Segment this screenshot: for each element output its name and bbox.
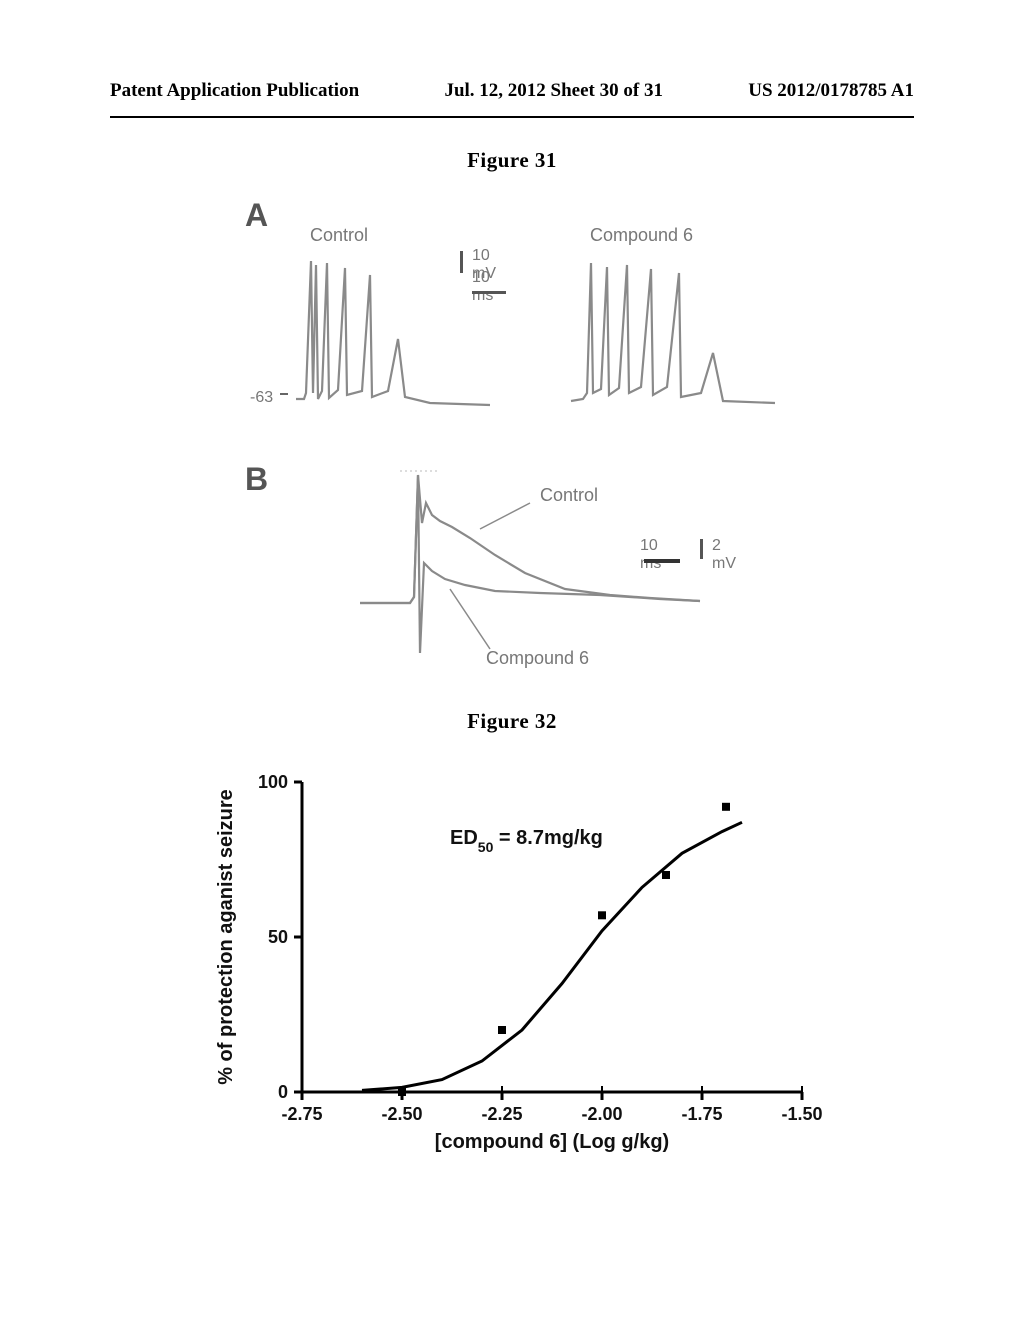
panel-b-control-label: Control <box>540 485 598 506</box>
header-right: US 2012/0178785 A1 <box>748 80 914 102</box>
svg-text:-2.50: -2.50 <box>381 1104 422 1124</box>
header-center: Jul. 12, 2012 Sheet 30 of 31 <box>444 80 663 102</box>
panel-a-letter: A <box>245 197 268 234</box>
svg-text:0: 0 <box>278 1082 288 1102</box>
svg-text:-2.75: -2.75 <box>281 1104 322 1124</box>
figure31-title: Figure 31 <box>0 148 1024 173</box>
scale-b-h-bar <box>644 559 680 563</box>
svg-text:-2.25: -2.25 <box>481 1104 522 1124</box>
baseline-marker: -63 <box>250 389 273 407</box>
header-left: Patent Application Publication <box>110 80 359 102</box>
scale-b-v-bar <box>700 539 703 559</box>
figure32-title: Figure 32 <box>0 709 1024 734</box>
page-header: Patent Application Publication Jul. 12, … <box>0 0 1024 112</box>
svg-text:[compound 6] (Log g/kg): [compound 6] (Log g/kg) <box>435 1131 669 1153</box>
scale-b-h: 10 ms <box>640 537 661 573</box>
panel-a-control-trace <box>290 243 510 423</box>
panel-a-compound6-trace <box>565 243 795 423</box>
svg-text:-1.50: -1.50 <box>781 1104 822 1124</box>
svg-text:-1.75: -1.75 <box>681 1104 722 1124</box>
svg-text:100: 100 <box>258 772 288 792</box>
svg-text:% of protection aganist seizur: % of protection aganist seizure <box>215 789 237 1085</box>
baseline-tick <box>280 393 288 395</box>
header-rule <box>110 116 914 118</box>
svg-text:ED50 = 8.7mg/kg: ED50 = 8.7mg/kg <box>450 827 603 855</box>
panel-b-letter: B <box>245 461 268 498</box>
svg-text:-2.00: -2.00 <box>581 1104 622 1124</box>
figure32-chart: 0 50 100 -2.75 -2.50 -2.25 -2.00 -1.75 -1.50 ED50… <box>192 762 832 1162</box>
panel-b-compound6-label: Compound 6 <box>486 648 589 669</box>
svg-text:50: 50 <box>268 927 288 947</box>
scale-b-v: 2 mV <box>712 537 736 573</box>
